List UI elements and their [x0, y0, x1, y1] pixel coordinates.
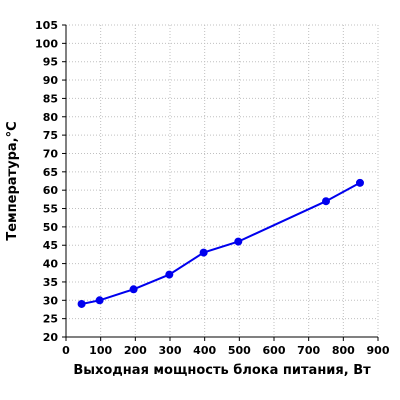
- x-tick-label: 900: [367, 344, 390, 357]
- data-point: [199, 248, 208, 257]
- x-tick-label: 300: [159, 344, 182, 357]
- series-line: [81, 181, 361, 305]
- data-point: [355, 178, 364, 187]
- tick-labels: 20 25 30 35 40 45 50 55 60 65 70 75 80 85 90 95 100 105 0 1…: [35, 19, 390, 357]
- y-tick-label: 105: [35, 19, 58, 32]
- y-tick-label: 70: [43, 147, 59, 160]
- data-point: [95, 296, 104, 305]
- y-tick-label: 45: [43, 239, 58, 252]
- y-tick-label: 100: [35, 37, 58, 50]
- y-tick-label: 20: [43, 331, 59, 344]
- y-tick-label: 50: [43, 221, 59, 234]
- x-tick-label: 800: [332, 344, 355, 357]
- data-point: [129, 285, 138, 294]
- x-axis-title: Выходная мощность блока питания, Вт: [73, 363, 371, 378]
- data-point: [77, 299, 86, 308]
- y-axis-title: Температура,°С: [5, 121, 20, 240]
- x-tick-label: 0: [62, 344, 70, 357]
- x-tick-label: 600: [263, 344, 286, 357]
- x-tick-label: 100: [89, 344, 112, 357]
- grid: [66, 24, 379, 337]
- y-tick-label: 35: [43, 276, 58, 289]
- y-tick-label: 80: [43, 111, 59, 124]
- y-tick-label: 40: [43, 258, 59, 271]
- y-tick-label: 90: [43, 74, 59, 87]
- y-tick-label: 25: [43, 313, 58, 326]
- y-tick-label: 95: [43, 56, 58, 69]
- x-tick-label: 700: [297, 344, 320, 357]
- x-tick-label: 200: [124, 344, 147, 357]
- data-point: [234, 237, 243, 246]
- y-tick-label: 55: [43, 203, 58, 216]
- y-tick-label: 85: [43, 92, 58, 105]
- x-tick-label: 500: [228, 344, 251, 357]
- series: [77, 178, 364, 308]
- data-point: [165, 270, 174, 279]
- y-tick-label: 65: [43, 166, 58, 179]
- axes: [62, 24, 379, 341]
- y-tick-label: 75: [43, 129, 58, 142]
- y-tick-label: 60: [43, 184, 59, 197]
- data-point: [322, 197, 330, 206]
- x-tick-label: 400: [193, 344, 216, 357]
- y-tick-label: 30: [43, 294, 59, 307]
